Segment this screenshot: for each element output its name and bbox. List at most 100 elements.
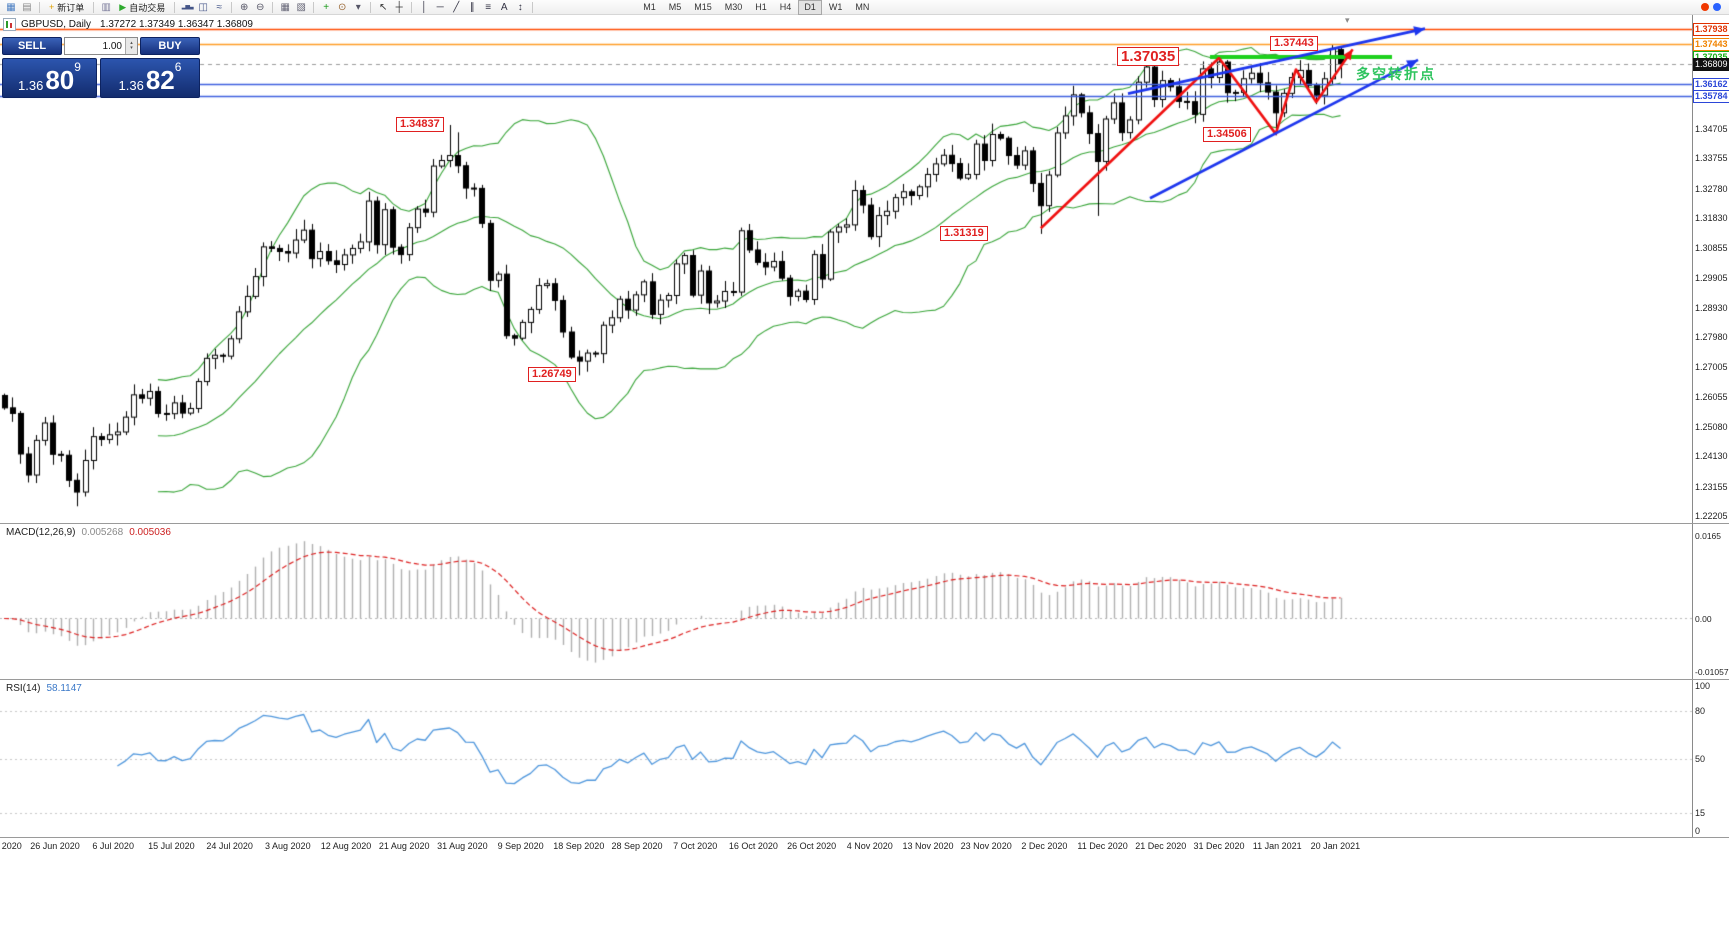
panel-separator[interactable]	[0, 523, 1729, 524]
zoom-in-icon[interactable]: ⊕	[240, 1, 249, 13]
trendline-icon[interactable]: ╱	[453, 1, 460, 13]
plus-icon: +	[49, 2, 55, 12]
date-axis[interactable]: 17 Jun 2020 26 Jun 2020 6 Jul 2020 15 Jul 2…	[0, 838, 1729, 856]
main-chart-canvas[interactable]	[0, 15, 1692, 523]
rsi-label: RSI(14) 58.1147	[6, 683, 82, 694]
sell-button[interactable]: SELL	[2, 37, 62, 55]
date-axis-label: 9 Sep 2020	[497, 841, 544, 851]
auto-trading-button-label: 自动交易	[129, 2, 166, 13]
rsi-axis-label: 15	[1695, 808, 1706, 819]
price-axis-tag-blue: 1.35784	[1693, 89, 1729, 103]
price-axis-label: 1.33755	[1695, 153, 1728, 164]
tile-windows-icon[interactable]: ▦	[280, 1, 290, 13]
timeframe-h1[interactable]: H1	[755, 2, 767, 12]
macd-name: MACD(12,26,9)	[6, 527, 76, 538]
timeframe-toolbar: M1 M5 M15 M30 H1 H4 D1 W1 MN	[637, 0, 875, 15]
status-icon-blue[interactable]	[1713, 3, 1721, 11]
price-axis-label: 1.29905	[1695, 272, 1728, 283]
macd-label: MACD(12,26,9) 0.005268 0.005036	[6, 527, 171, 538]
timeframe-m30[interactable]: M30	[724, 2, 743, 12]
rsi-name: RSI(14)	[6, 683, 41, 694]
date-axis-label: 13 Nov 2020	[902, 841, 954, 851]
macd-signal-value: 0.005036	[129, 527, 171, 538]
toolbar-separator	[272, 1, 274, 13]
new-order-button-label: 新订单	[57, 2, 85, 13]
toolbar-separator	[370, 1, 372, 13]
timeframe-m1[interactable]: M1	[643, 2, 656, 12]
status-icon-red[interactable]	[1701, 3, 1709, 11]
cn-annotation-note[interactable]: 多空转折点	[1356, 66, 1436, 82]
price-annotation-label[interactable]: 1.31319	[940, 225, 988, 241]
crosshair-icon[interactable]: ┼	[395, 1, 403, 13]
price-annotation-label[interactable]: 1.37035	[1117, 46, 1180, 66]
rsi-axis[interactable]: 100 80 50 15 0	[1692, 680, 1729, 837]
timeframe-mn[interactable]: MN	[855, 2, 870, 12]
sell-price-display[interactable]: 1.36 80 9	[2, 58, 97, 98]
date-axis-label: 4 Nov 2020	[846, 841, 893, 851]
toolbar-separator	[411, 1, 413, 13]
price-axis-label: 1.30855	[1695, 243, 1728, 254]
text-icon[interactable]: A	[500, 1, 508, 13]
indicators-icon[interactable]: +	[323, 1, 330, 13]
date-axis-label: 31 Aug 2020	[437, 841, 488, 851]
rsi-canvas[interactable]	[0, 680, 1692, 837]
date-axis-label: 18 Sep 2020	[553, 841, 605, 851]
date-axis-label: 21 Aug 2020	[378, 841, 430, 851]
volume-stepper[interactable]: ▴ ▾	[125, 38, 137, 54]
date-axis-label: 7 Oct 2020	[673, 841, 718, 851]
date-axis-label: 17 Jun 2020	[0, 841, 22, 851]
panel-separator[interactable]	[0, 679, 1729, 680]
price-annotation-label[interactable]: 1.37443	[1270, 36, 1318, 52]
price-annotation-label[interactable]: 1.26749	[528, 367, 576, 383]
zoom-out-icon[interactable]: ⊖	[256, 1, 265, 13]
price-axis[interactable]: 1.34705 1.33755 1.32780 1.31830 1.30855 1.299…	[1692, 15, 1729, 523]
price-axis-tag-orange: 1.37443	[1693, 38, 1729, 52]
chart-shift-marker: ▾	[1345, 15, 1350, 25]
new-order-button[interactable]: + 新订单	[44, 1, 89, 14]
cursor-icon[interactable]: ↖	[379, 1, 388, 13]
macd-axis[interactable]: 0.0165 0.00 -0.010571	[1692, 524, 1729, 679]
toolbar-separator	[93, 1, 95, 13]
timeframe-m15[interactable]: M15	[694, 2, 712, 12]
profiles-icon[interactable]: ▤	[22, 1, 32, 13]
price-axis-label: 1.24130	[1695, 451, 1728, 462]
line-chart-icon[interactable]: ≈	[216, 1, 222, 13]
rsi-panel: RSI(14) 58.1147 100 80 50 15 0	[0, 680, 1729, 837]
buy-button[interactable]: BUY	[140, 37, 200, 55]
timeframe-d1[interactable]: D1	[798, 0, 822, 15]
new-chart-icon[interactable]: ▦	[6, 1, 16, 13]
period-icon[interactable]: ⊙	[338, 1, 347, 13]
macd-axis-label: -0.010571	[1695, 666, 1729, 677]
date-axis-label: 31 Dec 2020	[1193, 841, 1245, 851]
timeframe-m5[interactable]: M5	[668, 2, 682, 12]
chart-window-icon[interactable]: ▥	[101, 1, 111, 13]
fibonacci-icon[interactable]: ≡	[485, 1, 492, 13]
auto-trading-button[interactable]: ▶ 自动交易	[114, 1, 170, 14]
macd-axis-label: 0.00	[1695, 613, 1712, 624]
spinner-up-icon[interactable]: ▴	[130, 40, 133, 46]
date-axis-label: 20 Jan 2021	[1310, 841, 1361, 851]
timeframe-w1[interactable]: W1	[828, 2, 843, 12]
bar-chart-icon[interactable]: ▂▅▃	[181, 3, 194, 10]
chart-symbol-period: GBPUSD, Daily	[21, 19, 92, 30]
volume-input[interactable]: 1.00 ▴ ▾	[64, 37, 138, 55]
timeframe-h4[interactable]: H4	[779, 2, 792, 12]
dropdown-icon[interactable]: ▾	[355, 1, 361, 13]
main-chart-panel: GBPUSD, Daily 1.37272 1.37349 1.36347 1.…	[0, 15, 1729, 523]
chart-annotations: 1.34837 1.26749 1.31319 1.34506 1.37035 1.374…	[0, 15, 1692, 523]
channel-icon[interactable]: ∥	[469, 1, 475, 13]
rsi-axis-label: 80	[1695, 706, 1706, 717]
price-annotation-label[interactable]: 1.34506	[1203, 127, 1251, 143]
buy-price-display[interactable]: 1.36 82 6	[100, 58, 200, 98]
horizontal-line-icon[interactable]: ─	[436, 1, 444, 13]
price-axis-label: 1.28930	[1695, 302, 1728, 313]
macd-panel: MACD(12,26,9) 0.005268 0.005036 0.0165 0.00…	[0, 524, 1729, 679]
spinner-down-icon[interactable]: ▾	[130, 45, 133, 51]
cascade-windows-icon[interactable]: ▧	[296, 1, 306, 13]
arrows-icon[interactable]: ↕	[517, 1, 523, 13]
candlestick-chart-icon[interactable]: ◫	[198, 1, 208, 13]
price-annotation-label[interactable]: 1.34837	[396, 116, 444, 132]
date-axis-label: 15 Jul 2020	[148, 841, 195, 851]
macd-canvas[interactable]	[0, 524, 1692, 679]
vertical-line-icon[interactable]: │	[421, 1, 428, 13]
